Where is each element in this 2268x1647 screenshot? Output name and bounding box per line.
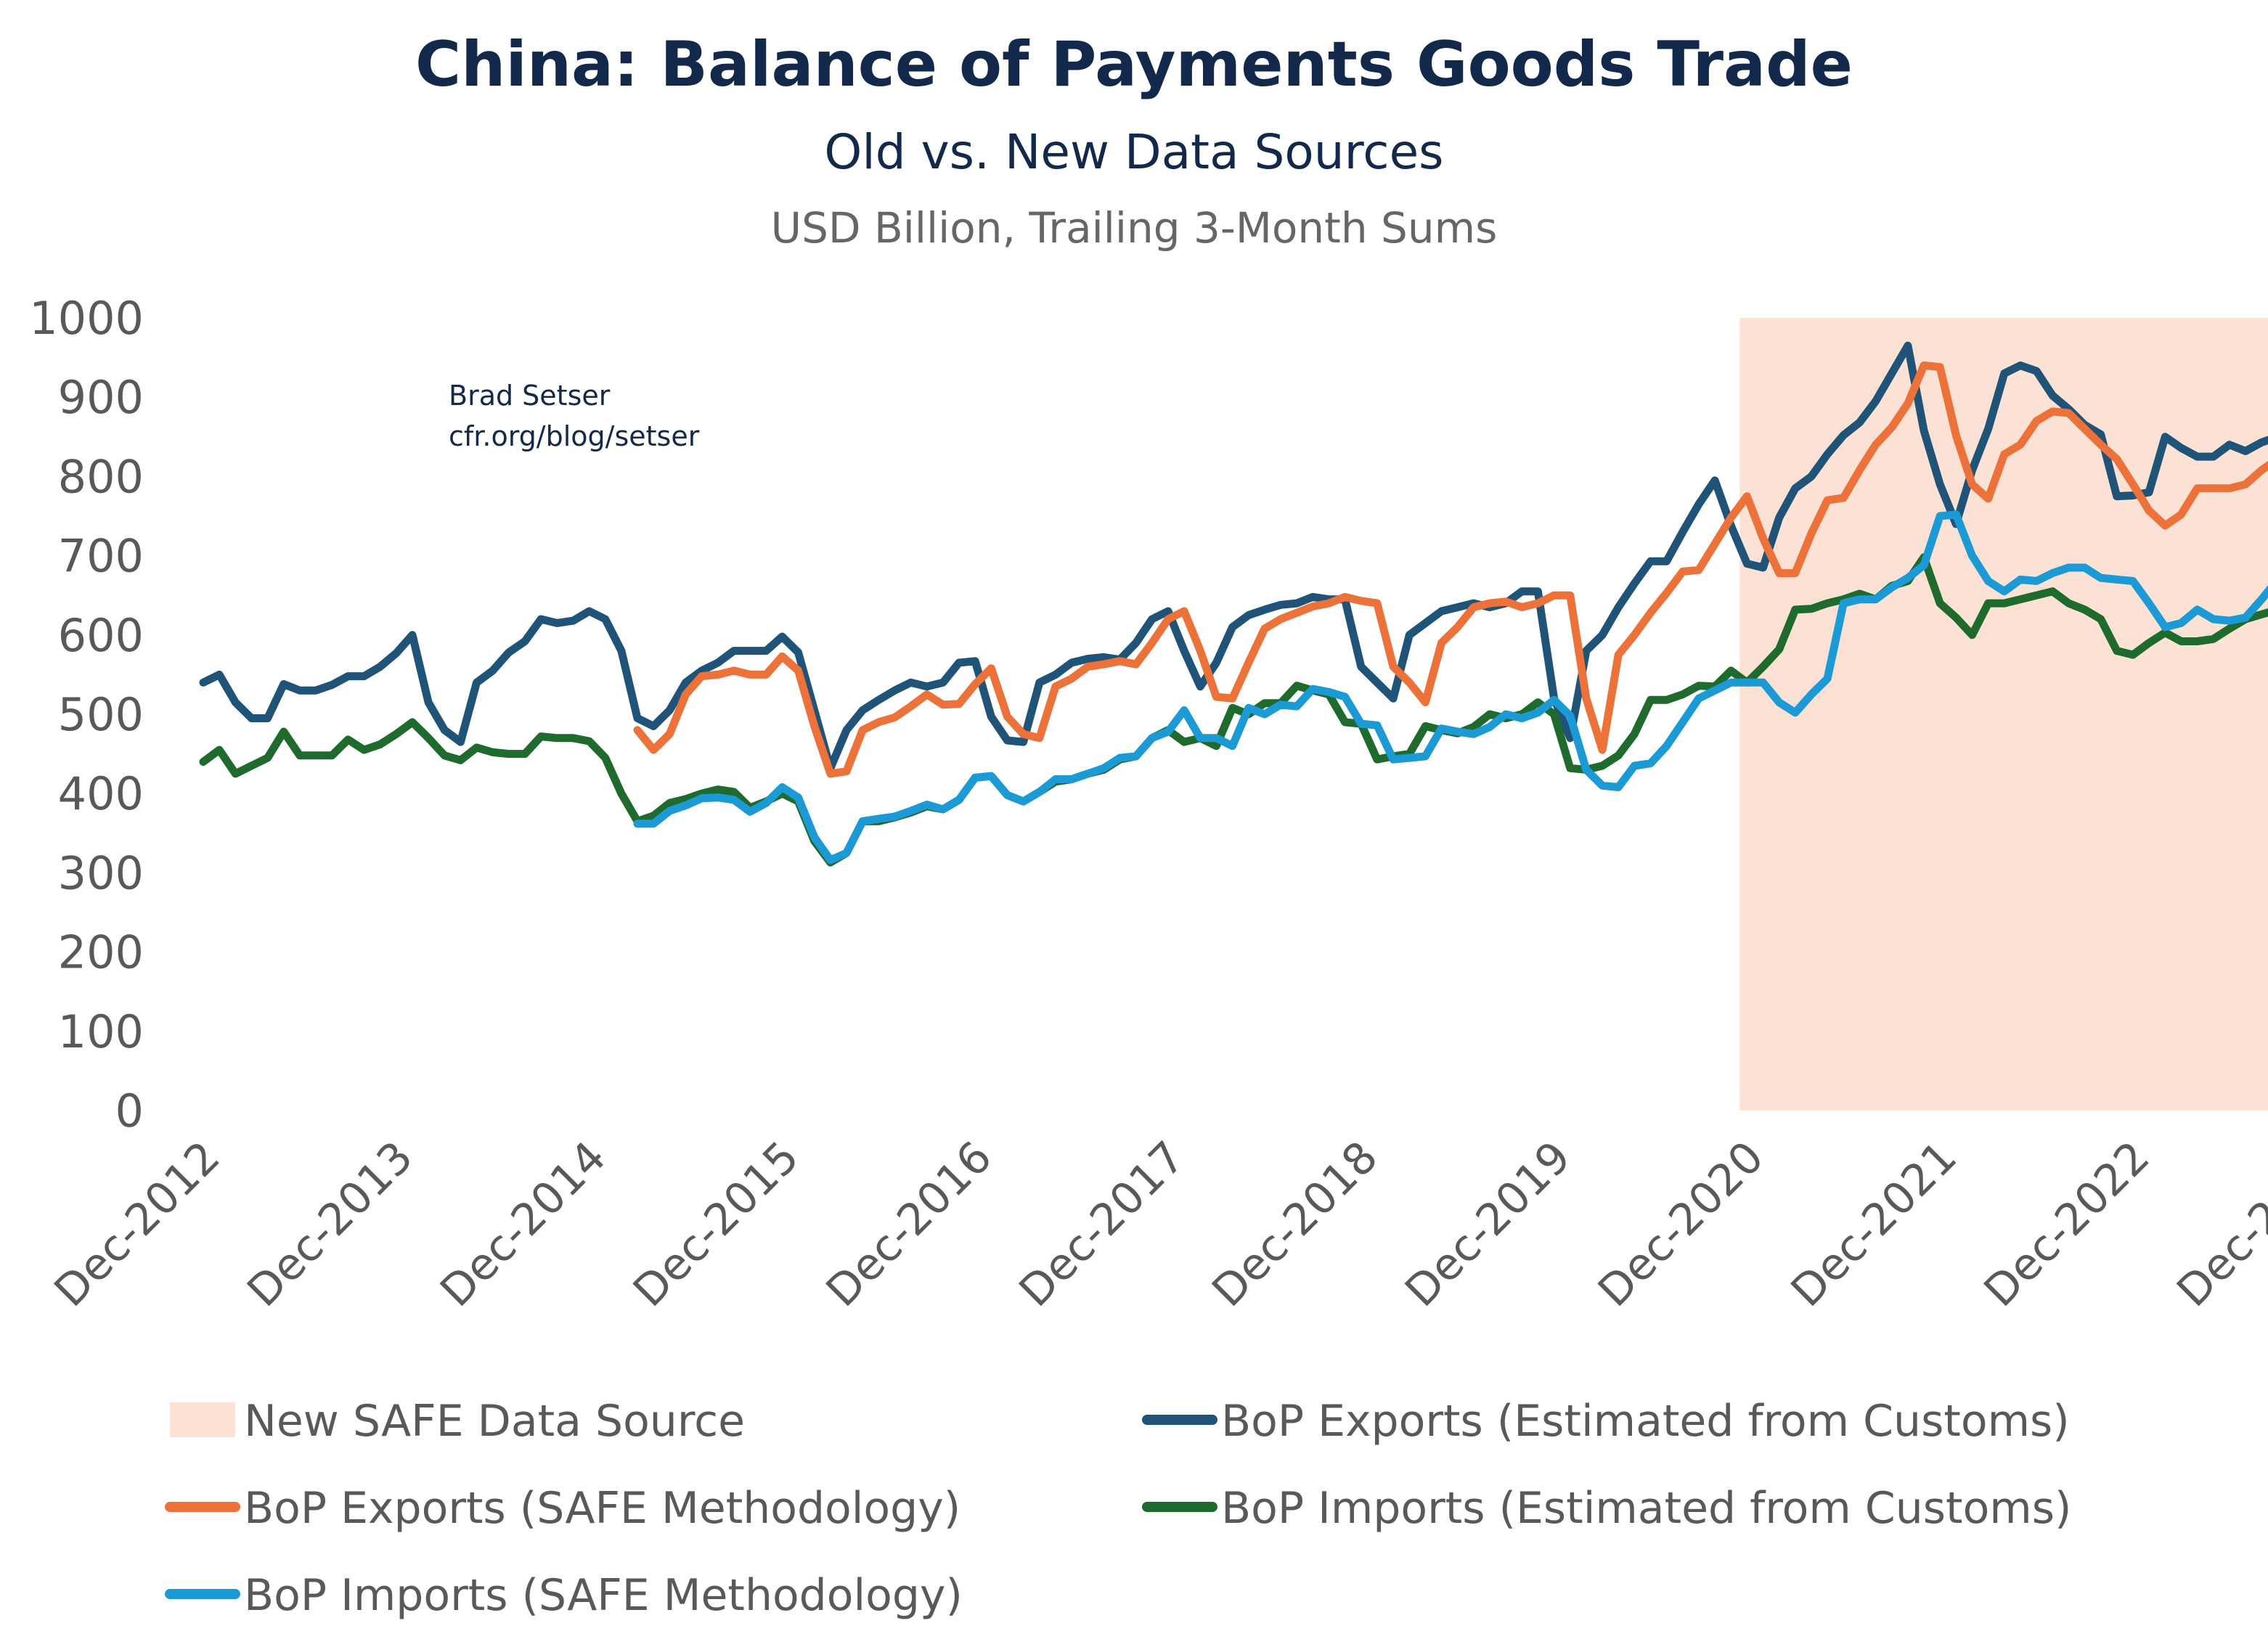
x-tick-label: Dec-2020 <box>1588 1132 1774 1317</box>
x-tick-label: Dec-2023 <box>2168 1132 2268 1317</box>
annotation-author: Brad Setser <box>449 380 611 412</box>
y-tick-label: 700 <box>58 530 144 583</box>
chart-subtitle: Old vs. New Data Sources <box>824 124 1443 180</box>
series-line-bop-exports-estimated-from-customs <box>199 341 2268 772</box>
y-axis-ticks: 0 100 200 300 400 500 600 700 800 900 1000 <box>29 292 144 1137</box>
series-line-bop-exports-safe-methodology <box>633 361 2268 778</box>
x-tick-label: Dec-2018 <box>1203 1132 1388 1317</box>
legend-label-exports-customs: BoP Exports (Estimated from Customs) <box>1221 1396 2070 1447</box>
annotation-url: cfr.org/blog/setser <box>449 420 700 452</box>
legend-label-imports-safe: BoP Imports (SAFE Methodology) <box>244 1570 963 1621</box>
y-tick-label: 0 <box>115 1084 144 1137</box>
y-tick-label: 400 <box>58 767 144 820</box>
x-tick-label: Dec-2019 <box>1395 1132 1580 1317</box>
x-axis-ticks: Dec-2012 Dec-2013 Dec-2014 Dec-2015 Dec-2016… <box>45 1132 2268 1317</box>
legend-label-new-safe-data-source: New SAFE Data Source <box>244 1396 745 1447</box>
x-tick-label: Dec-2013 <box>238 1132 423 1317</box>
legend-label-exports-safe: BoP Exports (SAFE Methodology) <box>244 1483 960 1534</box>
x-tick-label: Dec-2016 <box>817 1132 1002 1317</box>
y-tick-label: 500 <box>58 688 144 741</box>
y-tick-label: 600 <box>58 609 144 662</box>
y-tick-label: 100 <box>58 1005 144 1058</box>
y-tick-label: 900 <box>58 371 144 424</box>
series-line-bop-imports-safe-methodology <box>633 510 2268 865</box>
chart-units: USD Billion, Trailing 3-Month Sums <box>771 203 1498 253</box>
legend-label-imports-customs: BoP Imports (Estimated from Customs) <box>1221 1483 2071 1534</box>
x-tick-label: Dec-2014 <box>431 1132 616 1317</box>
legend-swatch-new-safe-data-source <box>170 1402 235 1437</box>
x-tick-label: Dec-2012 <box>45 1132 230 1317</box>
x-tick-label: Dec-2017 <box>1010 1132 1195 1317</box>
x-tick-label: Dec-2022 <box>1975 1132 2160 1317</box>
x-tick-label: Dec-2021 <box>1782 1132 1967 1317</box>
series-lines <box>199 341 2268 867</box>
chart-title: China: Balance of Payments Goods Trade <box>415 28 1853 101</box>
new-safe-data-source-region <box>1739 318 2268 1111</box>
legend: New SAFE Data Source BoP Exports (Estima… <box>165 1396 2071 1621</box>
y-tick-label: 1000 <box>29 292 144 345</box>
y-tick-label: 300 <box>58 846 144 899</box>
x-tick-label: Dec-2015 <box>624 1132 809 1317</box>
y-tick-label: 200 <box>58 926 144 979</box>
y-tick-label: 800 <box>58 450 144 503</box>
